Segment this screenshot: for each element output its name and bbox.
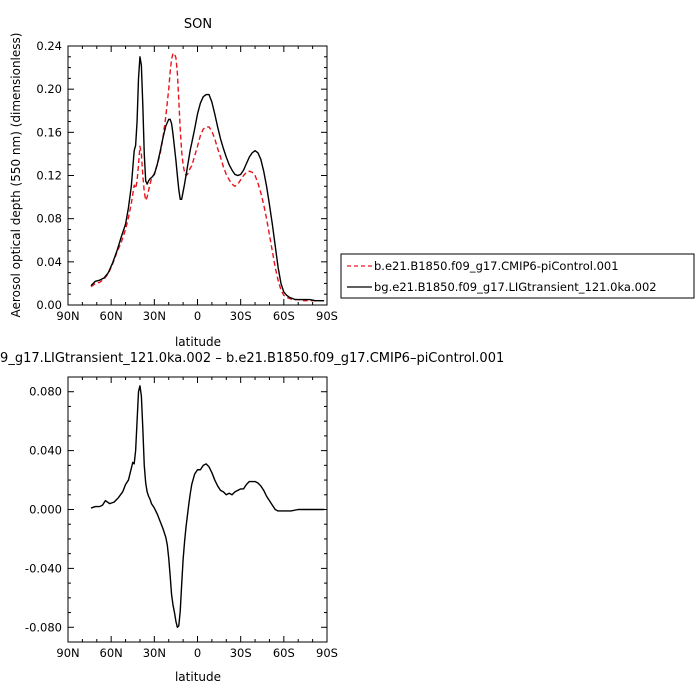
difference-line: [90, 385, 325, 628]
x-tick-label: 90S: [316, 646, 338, 660]
chart-title: SON: [184, 17, 212, 32]
x-tick-label: 60N: [100, 646, 123, 660]
series-line-b.e21.B1850.f09_g17.CMIP6-piControl.001: [90, 52, 325, 302]
y-tick-label: 0.000: [29, 503, 62, 517]
y-tick-label: 0.04: [36, 255, 62, 269]
x-tick-label: 30N: [143, 646, 166, 660]
y-tick-label: 0.16: [36, 125, 62, 139]
x-tick-label: 90N: [56, 309, 79, 323]
legend-label-LIGtransient: bg.e21.B1850.f09_g17.LIGtransient_121.0k…: [374, 280, 657, 294]
series-line-bg.e21.B1850.f09_g17.LIGtransient_121.0ka.002: [90, 56, 325, 302]
x-tick-label: 90N: [56, 646, 79, 660]
bottom-panel: bg.e21.B1850.f09_g17.LIGtransient_121.0k…: [0, 351, 504, 684]
y-tick-label: 0.12: [36, 169, 62, 183]
y-axis-label: Aerosol optical depth (550 nm) (dimensio…: [9, 33, 23, 318]
x-tick-label: 30N: [143, 309, 166, 323]
legend-box: [340, 253, 695, 299]
top-panel: SON Aerosol optical depth (550 nm) (dime…: [9, 17, 695, 349]
x-axis-label: latitude: [175, 670, 221, 684]
x-tick-label: 60S: [273, 309, 295, 323]
difference-title: bg.e21.B1850.f09_g17.LIGtransient_121.0k…: [0, 351, 504, 366]
y-tick-label: 0.24: [36, 39, 62, 53]
plot-frame: [67, 45, 328, 306]
x-tick-label: 60N: [100, 309, 123, 323]
legend: b.e21.B1850.f09_g17.CMIP6-piControl.001 …: [340, 253, 695, 299]
x-tick-label: 30S: [230, 309, 252, 323]
x-tick-label: 60S: [273, 646, 295, 660]
x-tick-label: 30S: [230, 646, 252, 660]
y-tick-label: 0.00: [36, 298, 62, 312]
y-tick-label: 0.08: [36, 212, 62, 226]
x-tick-label: 0: [194, 309, 201, 323]
y-tick-label: 0.080: [29, 385, 62, 399]
legend-label-piControl: b.e21.B1850.f09_g17.CMIP6-piControl.001: [374, 259, 619, 273]
plot-frame: [67, 376, 328, 643]
y-tick-label: 0.040: [29, 444, 62, 458]
y-tick-label: -0.080: [25, 620, 62, 634]
x-axis-label: latitude: [175, 335, 221, 349]
x-tick-label: 0: [194, 646, 201, 660]
y-tick-label: -0.040: [25, 561, 62, 575]
y-tick-label: 0.20: [36, 82, 62, 96]
x-tick-label: 90S: [316, 309, 338, 323]
